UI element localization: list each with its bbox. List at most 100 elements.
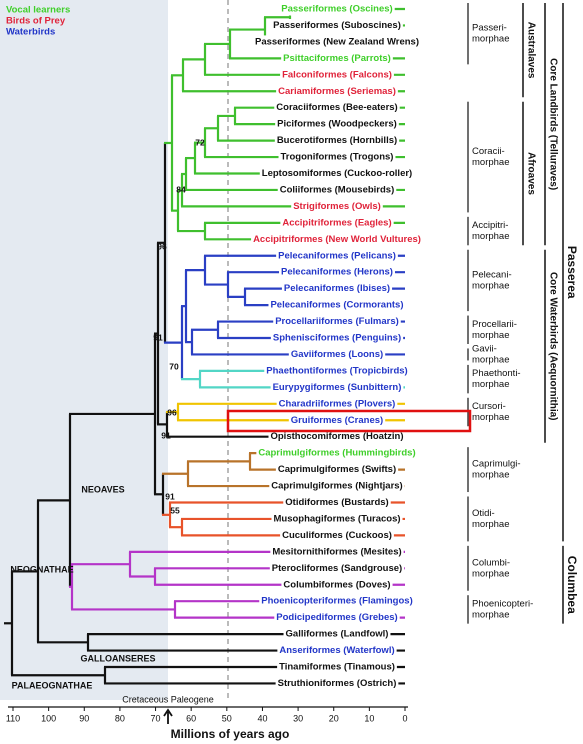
tip-label: Piciformes (Woodpeckers) — [277, 119, 397, 130]
tip-label-bg — [268, 430, 406, 444]
tip-label: Gaviiformes (Loons) — [291, 349, 383, 360]
cretaceous-shade — [0, 0, 168, 700]
node-support: 84 — [176, 184, 186, 194]
tip-label: Pelecaniformes (Ibises) — [284, 283, 390, 294]
node-support: 91 — [165, 491, 175, 501]
tip-label: Musophagiformes (Turacos) — [273, 513, 400, 524]
node-support: 91 — [161, 430, 171, 440]
tip-label: Sphenisciformes (Penguins) — [273, 333, 401, 344]
node-support: 72 — [195, 137, 205, 147]
tip-label-bg — [274, 101, 400, 115]
tip-label-bg — [276, 84, 398, 98]
node-support: 91 — [153, 332, 163, 342]
tick-label: 30 — [293, 713, 303, 723]
tip-label: Cariamiformes (Seriemas) — [278, 86, 396, 97]
tick-label: 70 — [151, 713, 161, 723]
tip-label: Trogoniformes (Trogons) — [281, 152, 394, 163]
tip-label: Phoenicopteriformes (Flamingos) — [261, 596, 413, 607]
tip-label-bg — [274, 611, 400, 625]
tip-label: Accipitriformes (New World Vultures) — [253, 234, 421, 245]
clade-label: morphae — [472, 519, 510, 530]
tick-label: 60 — [186, 713, 196, 723]
tip-label: Gruiformes (Cranes) — [291, 415, 383, 426]
tip-label: Leptosomiformes (Cuckoo-roller) — [262, 168, 412, 179]
tip-label-bg — [270, 331, 404, 345]
tick-label: 90 — [79, 713, 89, 723]
supergroup-label: Core Waterbirds (Aequornithia) — [547, 272, 558, 421]
tip-label-bg — [277, 183, 397, 197]
tip-label: Caprimulgiformes (Swifts) — [278, 464, 396, 475]
tip-label: Pterocliformes (Sandgrouse) — [272, 563, 402, 574]
clade-label: Pelecani- — [472, 269, 512, 280]
tip-label: Opisthocomiformes (Hoatzin) — [270, 431, 403, 442]
tip-label: Pelecaniformes (Pelicans) — [278, 250, 396, 261]
tip-label-bg — [269, 561, 405, 575]
tip-label-bg — [280, 68, 394, 82]
tip-label: Otidiformes (Bustards) — [285, 497, 388, 508]
clade-label: morphae — [472, 231, 510, 242]
node-support: 55 — [170, 505, 180, 515]
tip-label-bg — [280, 216, 394, 230]
clade-label: Gavii- — [472, 343, 497, 354]
tip-label: Strigiformes (Owls) — [293, 201, 381, 212]
group-label: NEOGNATHAE — [10, 564, 73, 574]
tip-label: Coliiformes (Mousebirds) — [280, 184, 395, 195]
tip-label: Caprimulgiformes (Hummingbirds) — [258, 448, 415, 459]
clade-label: morphae — [472, 280, 510, 291]
tip-label: Phaethontiformes (Tropicbirds) — [266, 365, 407, 376]
clade-label: morphae — [472, 470, 510, 481]
group-label: GALLOANSERES — [80, 653, 155, 663]
tip-label-bg — [279, 2, 395, 16]
clade-label: Cursori- — [472, 401, 506, 412]
tip-label: Charadriiformes (Plovers) — [279, 398, 396, 409]
clade-label: morphae — [472, 609, 510, 620]
clade-label: Phaethonti- — [472, 368, 521, 379]
boundary-arrow — [163, 708, 173, 724]
legend-entry: Vocal learners — [6, 5, 70, 16]
clade-label: Phoenicopteri- — [472, 598, 533, 609]
tip-label-bg — [270, 380, 404, 394]
tip-label: Podicipediformes (Grebes) — [276, 612, 397, 623]
tip-label: Struthioniformes (Ostrich) — [278, 678, 397, 689]
tip-label-bg — [270, 545, 404, 559]
clade-label: Caprimulgi- — [472, 459, 521, 470]
tip-label-bg — [277, 644, 397, 658]
tip-label: Pelecaniformes (Herons) — [281, 267, 393, 278]
tip-label-bg — [256, 446, 418, 460]
tip-label-bg — [288, 347, 386, 361]
tip-label: Coraciiformes (Bee-eaters) — [276, 102, 397, 113]
tip-label-bg — [275, 463, 399, 477]
supergroup-label: Afroaves — [525, 152, 536, 195]
legend-entry: Waterbirds — [6, 27, 55, 38]
tip-label-bg — [251, 232, 423, 246]
tip-label-bg — [264, 364, 410, 378]
supergroup-label: Columbea — [565, 556, 579, 614]
tip-label: Galliformes (Landfowl) — [286, 629, 389, 640]
clade-label: morphae — [472, 330, 510, 341]
tip-label: Cuculiformes (Cuckoos) — [282, 530, 392, 541]
tip-label: Procellariiformes (Fulmars) — [275, 316, 399, 327]
tip-label-bg — [268, 298, 406, 312]
tip-label-bg — [277, 660, 397, 674]
tip-label: Bucerotiformes (Hornbills) — [277, 135, 397, 146]
node-support: 96 — [157, 241, 167, 251]
tip-label: Columbiformes (Doves) — [283, 579, 390, 590]
tip-label-bg — [273, 315, 401, 329]
tip-label: Caprimulgiformes (Nightjars) — [271, 481, 402, 492]
tip-label: Anseriformes (Waterfowl) — [279, 645, 394, 656]
tip-label-bg — [275, 117, 399, 131]
tip-label-bg — [281, 51, 393, 65]
tip-label-bg — [276, 249, 398, 263]
clade-label: Otidi- — [472, 508, 495, 519]
node-support: 96 — [167, 407, 177, 417]
tick-label: 0 — [402, 713, 407, 723]
tip-label-bg — [278, 150, 396, 164]
clade-label: Accipitri- — [472, 220, 508, 231]
tick-label: 10 — [364, 713, 374, 723]
tick-label: 20 — [329, 713, 339, 723]
tip-label: Passeriformes (Suboscines) — [273, 20, 401, 31]
tip-label-bg — [269, 479, 405, 493]
tip-label-bg — [271, 18, 403, 32]
legend-entry: Birds of Prey — [6, 16, 66, 27]
tip-label-bg — [271, 512, 403, 526]
